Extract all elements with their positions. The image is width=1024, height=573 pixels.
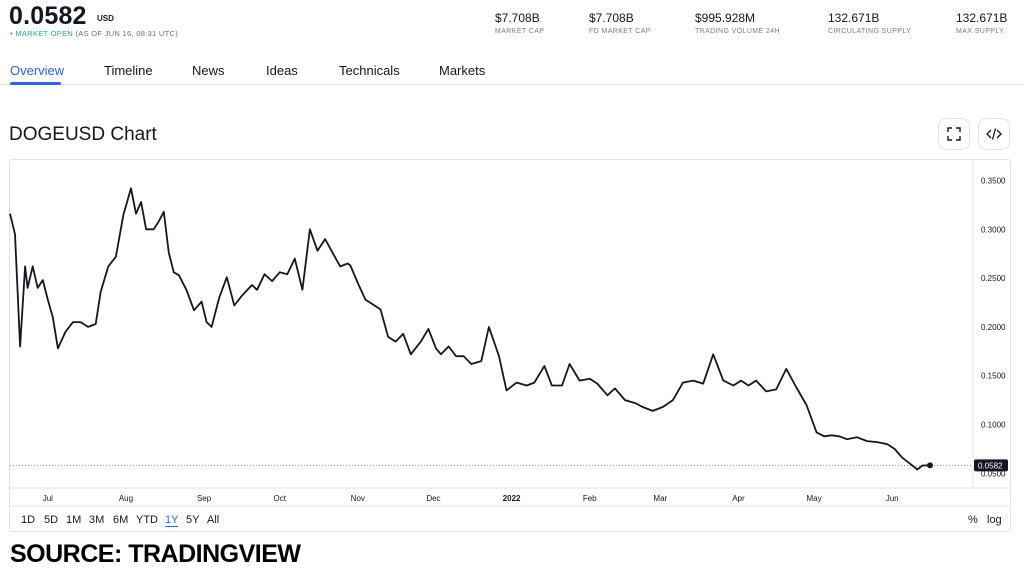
stat-value: 132.671B: [828, 11, 880, 25]
range-all[interactable]: All: [207, 514, 220, 526]
currency-label: USD: [97, 14, 114, 23]
stat-label: FD MARKET CAP: [589, 28, 651, 35]
range-5d[interactable]: 5D: [44, 514, 59, 526]
range-1d[interactable]: 1D: [21, 514, 36, 526]
x-tick-label: Jul: [43, 494, 53, 503]
status-dot-icon: •: [10, 29, 13, 38]
price-line-series: [9, 187, 930, 471]
x-tick-label: Sep: [197, 494, 212, 503]
code-icon: [986, 128, 1002, 140]
stat-market-cap: $7.708B MARKET CAP: [495, 11, 544, 35]
embed-button[interactable]: [978, 118, 1010, 150]
price: 0.0582: [9, 2, 87, 30]
y-tick-label: 0.2500: [981, 274, 1006, 283]
x-tick-label: Oct: [273, 494, 286, 503]
stat-value: $7.708B: [589, 11, 634, 25]
x-tick-label: 2022: [503, 494, 521, 503]
range-3m[interactable]: 3M: [89, 514, 105, 526]
chart-title: DOGEUSD Chart: [9, 124, 157, 145]
range-5y[interactable]: 5Y: [186, 514, 200, 526]
x-tick-label: Jun: [886, 494, 899, 503]
active-tab-indicator: [10, 82, 61, 85]
tab-ideas[interactable]: Ideas: [266, 63, 298, 78]
stat-value: 132.671B: [956, 11, 1008, 25]
y-tick-label: 0.2000: [981, 323, 1006, 332]
x-tick-label: Nov: [351, 494, 365, 503]
market-status: • MARKET OPEN (AS OF JUN 16, 08:31 UTC): [10, 29, 178, 38]
fullscreen-icon: [947, 127, 961, 141]
fullscreen-button[interactable]: [938, 118, 970, 150]
stat-label: MAX SUPPLY: [956, 28, 1005, 35]
x-tick-label: Apr: [732, 494, 745, 503]
x-tick-label: Aug: [119, 494, 133, 503]
x-tick-label: May: [806, 494, 821, 503]
y-tick-label: 0.0500: [981, 469, 1006, 478]
status-timestamp: (AS OF JUN 16, 08:31 UTC): [75, 29, 179, 38]
percent-scale-toggle[interactable]: %: [968, 514, 978, 526]
stat-label: TRADING VOLUME 24H: [695, 28, 780, 35]
stat-fd-market-cap: $7.708B FD MARKET CAP: [589, 11, 651, 35]
range-1m[interactable]: 1M: [66, 514, 82, 526]
last-price-label: 0.0582: [978, 461, 1003, 470]
y-tick-label: 0.3000: [981, 225, 1006, 234]
x-tick-label: Mar: [653, 494, 667, 503]
stat-max-supply: 132.671B MAX SUPPLY: [956, 11, 1007, 35]
x-tick-label: Dec: [426, 494, 440, 503]
stat-value: $7.708B: [495, 11, 540, 25]
tab-technicals[interactable]: Technicals: [339, 63, 400, 78]
range-1y[interactable]: 1Y: [165, 514, 179, 527]
tab-timeline[interactable]: Timeline: [104, 63, 153, 78]
last-price-marker: [927, 462, 933, 469]
stat-value: $995.928M: [695, 11, 756, 25]
x-tick-label: Feb: [583, 494, 597, 503]
tab-markets[interactable]: Markets: [439, 63, 486, 78]
range-ytd[interactable]: YTD: [136, 514, 158, 526]
tab-news[interactable]: News: [192, 63, 225, 78]
stat-label: CIRCULATING SUPPLY: [828, 28, 912, 35]
stat-label: MARKET CAP: [495, 28, 545, 35]
tab-overview[interactable]: Overview: [10, 63, 65, 78]
chart-container[interactable]: [9, 159, 1011, 532]
range-6m[interactable]: 6M: [113, 514, 129, 526]
y-tick-label: 0.1000: [981, 421, 1006, 430]
stat-trading-volume: $995.928M TRADING VOLUME 24H: [695, 11, 780, 35]
market-open-label: MARKET OPEN: [15, 29, 74, 38]
last-price-label-bg: [974, 459, 1008, 472]
tab-bar: Overview Timeline News Ideas Technicals …: [0, 60, 1024, 85]
y-tick-label: 0.3500: [981, 177, 1006, 186]
log-scale-toggle[interactable]: log: [987, 514, 1002, 526]
y-tick-label: 0.1500: [981, 372, 1006, 381]
stat-circulating-supply: 132.671B CIRCULATING SUPPLY: [828, 11, 911, 35]
source-caption: SOURCE: TRADINGVIEW: [10, 540, 301, 568]
